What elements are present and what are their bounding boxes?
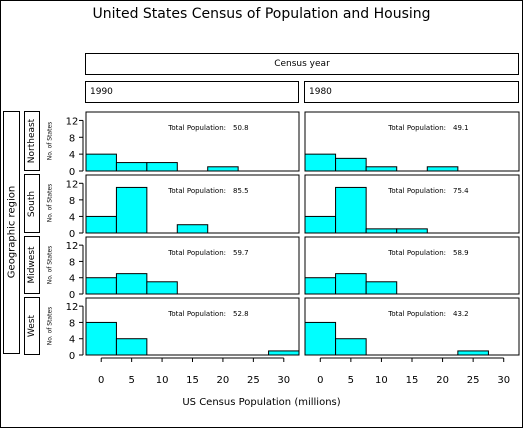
y-tick-label-west-12: 12: [66, 302, 79, 313]
y-tick-label-south-8: 8: [69, 196, 75, 207]
total-population-value-south-1990: 85.5: [233, 187, 249, 195]
total-population-value-west-1980: 43.2: [453, 310, 469, 318]
x-tick-label-1990-20: 20: [217, 375, 230, 386]
bar-northeast-1980-5: [335, 157, 367, 172]
bar-south-1990-0: [85, 215, 117, 234]
y-tick-label-midwest-12: 12: [66, 241, 79, 252]
x-tick-label-1980-5: 5: [348, 375, 354, 386]
total-population-value-south-1980: 75.4: [453, 187, 469, 195]
x-axis-title: US Census Population (millions): [182, 397, 341, 408]
total-population-label-midwest-1990: Total Population:: [167, 249, 226, 257]
y-tick-label-south-12: 12: [66, 179, 79, 190]
total-population-value-west-1990: 52.8: [233, 310, 249, 318]
bar-midwest-1990-10: [146, 281, 178, 295]
bar-south-1980-5: [335, 186, 367, 234]
total-population-label-midwest-1980: Total Population:: [387, 249, 446, 257]
bar-west-1980-0: [304, 321, 337, 356]
y-tick-label-south-0: 0: [69, 229, 75, 240]
bar-midwest-1990-0: [85, 277, 117, 295]
column-strip-1980-label: 1980: [309, 87, 332, 97]
bar-south-1980-0: [304, 215, 337, 234]
bar-northeast-1990-5: [115, 162, 148, 172]
bar-northeast-1990-20: [207, 166, 239, 172]
y-tick-label-west-8: 8: [69, 318, 75, 329]
bar-west-1980-5: [335, 338, 367, 356]
x-tick-label-1980-30: 30: [497, 375, 510, 386]
x-tick-label-1990-30: 30: [277, 375, 290, 386]
row-strip-south: South: [24, 174, 40, 233]
x-tick-label-1990-5: 5: [128, 375, 134, 386]
bar-northeast-1980-20: [426, 166, 459, 172]
x-tick-label-1980-0: 0: [317, 375, 323, 386]
y-tick-label-midwest-8: 8: [69, 257, 75, 268]
bar-midwest-1990-5: [115, 273, 148, 295]
x-tick-label-1980-15: 15: [406, 375, 419, 386]
total-population-label-south-1990: Total Population:: [167, 187, 226, 195]
bar-west-1990-30: [268, 350, 300, 356]
y-tick-label-midwest-4: 4: [69, 274, 75, 285]
bar-west-1990-0: [85, 321, 117, 356]
column-header-label: Census year: [274, 59, 330, 69]
bar-south-1980-15: [396, 228, 428, 234]
bar-west-1980-25: [457, 350, 489, 356]
y-tick-label-midwest-0: 0: [69, 290, 75, 301]
x-tick-label-1990-10: 10: [156, 375, 169, 386]
column-strip-1990-label: 1990: [90, 87, 113, 97]
column-header-strip: Census year: [85, 53, 519, 75]
bar-northeast-1980-10: [365, 166, 398, 172]
bar-northeast-1990-0: [85, 153, 117, 172]
total-population-label-south-1980: Total Population:: [387, 187, 446, 195]
row-strip-northeast: Northeast: [24, 111, 40, 171]
y-tick-label-northeast-12: 12: [66, 116, 79, 127]
x-tick-label-1980-20: 20: [436, 375, 449, 386]
row-strip-midwest: Midwest: [24, 236, 40, 294]
y-tick-label-northeast-0: 0: [69, 167, 75, 178]
chart-title: United States Census of Population and H…: [92, 6, 431, 22]
total-population-value-midwest-1990: 59.7: [233, 249, 249, 257]
bar-midwest-1980-10: [365, 281, 398, 295]
bar-south-1990-15: [176, 224, 209, 234]
x-tick-label-1980-10: 10: [375, 375, 388, 386]
y-tick-label-south-4: 4: [69, 212, 75, 223]
total-population-label-west-1980: Total Population:: [387, 310, 446, 318]
y-tick-label-northeast-8: 8: [69, 133, 75, 144]
x-tick-label-1990-0: 0: [98, 375, 104, 386]
bar-south-1990-5: [115, 186, 148, 234]
total-population-value-northeast-1980: 49.1: [453, 124, 469, 132]
panel-northeast-1990: [85, 111, 300, 172]
bar-south-1980-10: [365, 228, 398, 234]
bar-northeast-1990-10: [146, 162, 178, 172]
row-strip-west: West: [24, 297, 40, 355]
total-population-label-northeast-1980: Total Population:: [387, 124, 446, 132]
x-tick-label-1980-25: 25: [467, 375, 480, 386]
total-population-label-west-1990: Total Population:: [167, 310, 226, 318]
column-strip-1990: 1990: [85, 81, 299, 103]
total-population-value-midwest-1980: 58.9: [453, 249, 469, 257]
x-tick-label-1990-25: 25: [247, 375, 260, 386]
total-population-label-northeast-1990: Total Population:: [167, 124, 226, 132]
bar-northeast-1980-0: [304, 153, 337, 172]
column-strip-1980: 1980: [304, 81, 519, 103]
y-tick-label-west-4: 4: [69, 335, 75, 346]
x-tick-label-1990-15: 15: [186, 375, 199, 386]
y-tick-label-west-0: 0: [69, 351, 75, 362]
bar-midwest-1980-5: [335, 273, 367, 295]
total-population-value-northeast-1990: 50.8: [233, 124, 249, 132]
bar-west-1990-5: [115, 338, 148, 356]
bar-midwest-1980-0: [304, 277, 337, 295]
y-tick-label-northeast-4: 4: [69, 150, 75, 161]
row-header-strip: Geographic region: [3, 111, 20, 354]
